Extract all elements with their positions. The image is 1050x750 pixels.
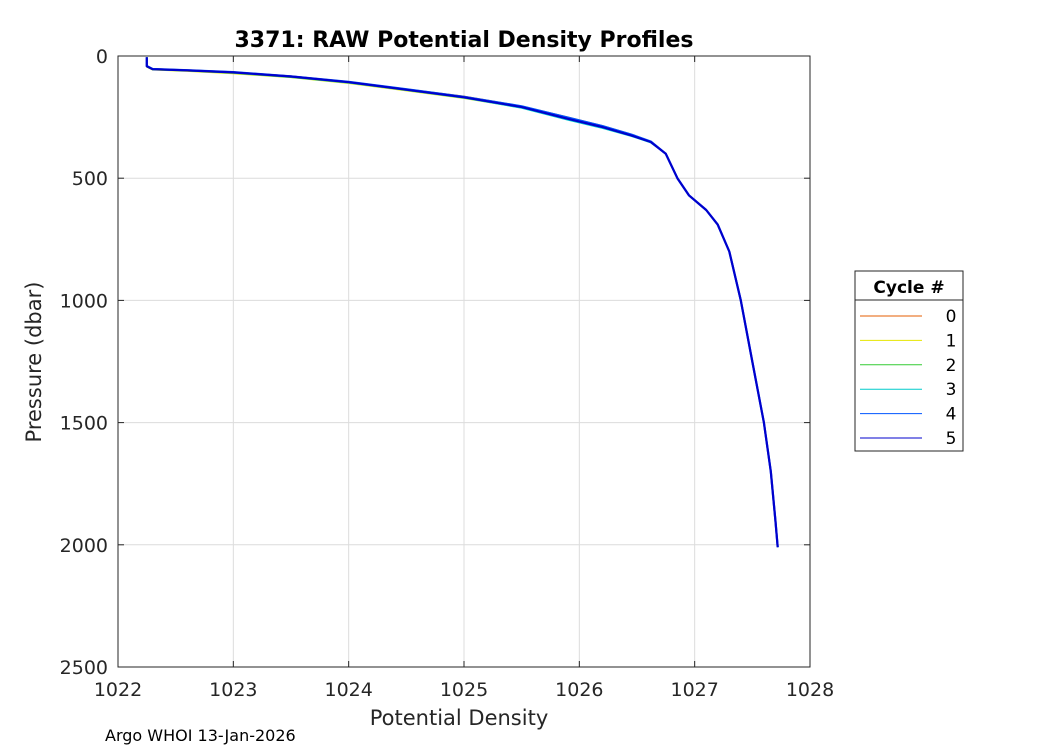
legend-label-1: 1	[946, 331, 957, 351]
x-tick-label: 1022	[94, 679, 142, 701]
legend-title: Cycle #	[873, 278, 944, 298]
x-axis-ticks: 1022 1023 1024 1025 1026 1027 1028	[94, 56, 834, 701]
x-tick-label: 1024	[324, 679, 372, 701]
legend-label-5: 5	[946, 429, 957, 449]
legend-label-3: 3	[946, 380, 957, 400]
x-axis-label: Potential Density	[370, 706, 549, 730]
y-tick-label: 0	[96, 46, 108, 68]
legend-label-4: 4	[946, 405, 957, 425]
x-tick-label: 1028	[786, 679, 834, 701]
y-tick-label: 2500	[60, 657, 108, 679]
x-tick-label: 1026	[555, 679, 603, 701]
y-tick-label: 1000	[60, 290, 108, 312]
y-tick-label: 2000	[60, 535, 108, 557]
y-tick-label: 500	[72, 168, 108, 190]
y-axis-ticks: 0 500 1000 1500 2000 2500	[60, 46, 810, 679]
y-tick-label: 1500	[60, 413, 108, 435]
legend: Cycle # 0 1 2 3 4 5	[854, 270, 964, 452]
y-axis-label: Pressure (dbar)	[22, 282, 46, 443]
chart-title: 3371: RAW Potential Density Profiles	[235, 28, 694, 53]
x-tick-label: 1025	[440, 679, 488, 701]
series-line-cycle-5	[145, 57, 779, 548]
footer-credit: Argo WHOI 13-Jan-2026	[105, 726, 296, 745]
series-lines	[145, 57, 779, 548]
legend-box	[854, 270, 964, 452]
grid-lines	[118, 56, 810, 667]
legend-label-0: 0	[946, 307, 957, 327]
x-tick-label: 1023	[209, 679, 257, 701]
x-tick-label: 1027	[670, 679, 718, 701]
legend-items: 0 1 2 3 4 5	[860, 307, 956, 449]
legend-label-2: 2	[946, 356, 957, 376]
